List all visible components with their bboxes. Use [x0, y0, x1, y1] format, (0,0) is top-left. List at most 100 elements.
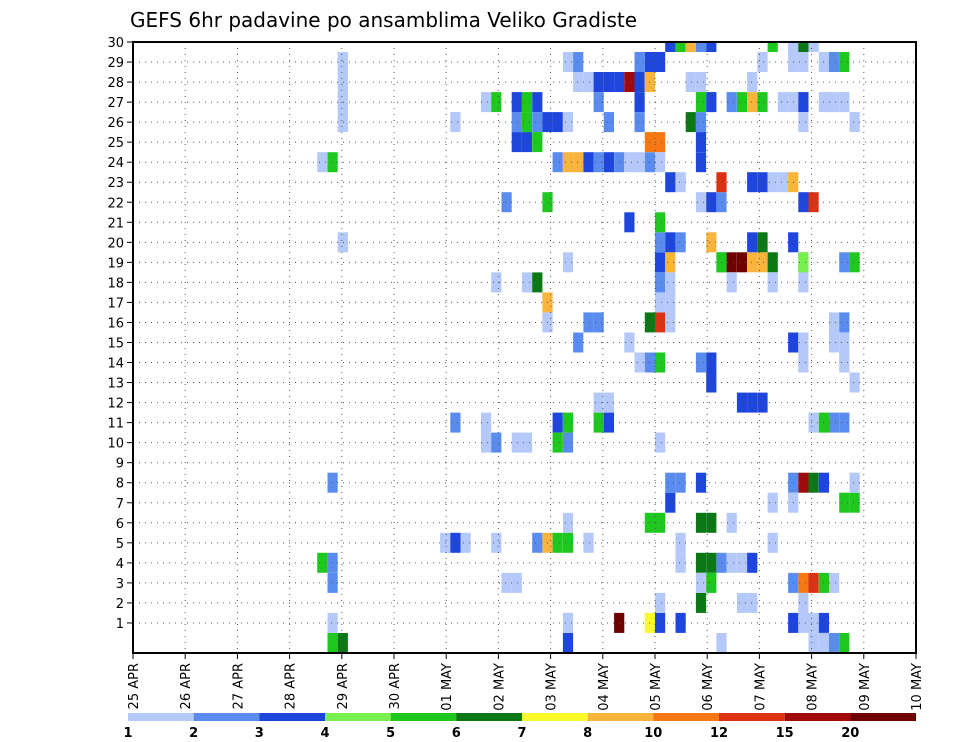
y-tick-label: 17 [107, 296, 124, 311]
precip-cell [337, 52, 348, 72]
x-tick-label: 30 APR [388, 663, 403, 709]
y-axis-ticks: 1234567891011121314151617181920212223242… [107, 36, 133, 632]
precip-cell [736, 92, 748, 113]
precip-cell [767, 532, 778, 553]
precip-cell [747, 232, 758, 253]
precip-cell [767, 42, 778, 52]
precip-cell [808, 42, 819, 52]
precip-cell [634, 52, 645, 72]
precip-cell [317, 152, 328, 173]
precip-cell [532, 92, 543, 113]
x-tick-label: 29 APR [336, 663, 351, 709]
precip-cell [532, 112, 543, 133]
precip-cell [798, 42, 809, 52]
precip-cell [655, 132, 666, 153]
precip-cell [736, 592, 748, 613]
x-tick-label: 25 APR [127, 663, 142, 709]
precip-cell [849, 112, 860, 133]
colorbar-swatch [522, 713, 588, 721]
precip-cell [849, 472, 860, 493]
x-tick-label: 07 MAY [753, 663, 768, 711]
precip-cell [450, 412, 461, 433]
y-tick-label: 9 [116, 457, 124, 472]
precip-cell [655, 272, 666, 293]
precip-cell [521, 432, 533, 453]
precip-cell [337, 72, 348, 92]
precip-cell [798, 592, 809, 613]
x-tick-label: 01 MAY [440, 663, 455, 711]
precip-cell [511, 572, 522, 593]
y-tick-label: 8 [116, 477, 124, 492]
precip-cell [808, 412, 819, 433]
precip-cell [695, 592, 707, 613]
colorbar-swatch [850, 713, 916, 721]
precip-cell [521, 132, 533, 153]
precip-cell [593, 152, 604, 173]
x-tick-label: 02 MAY [492, 663, 507, 711]
precip-cell [777, 92, 788, 113]
precip-cell [583, 532, 594, 553]
chart-title: GEFS 6hr padavine po ansamblima Veliko G… [130, 8, 637, 32]
precip-cell [695, 472, 707, 493]
precip-cell [624, 212, 635, 233]
precip-cell [327, 612, 338, 633]
colorbar-label: 20 [841, 726, 859, 741]
precip-cell [450, 112, 461, 133]
precip-cell [798, 272, 809, 293]
precip-cell [562, 152, 574, 173]
precip-cell [818, 633, 829, 653]
precip-cell [552, 432, 563, 453]
x-tick-label: 26 APR [179, 663, 194, 709]
precip-cell [695, 132, 707, 153]
precip-cell [829, 312, 840, 333]
precip-cell [603, 72, 614, 92]
precip-cell [747, 72, 758, 92]
precip-cell [327, 472, 338, 493]
y-tick-label: 6 [116, 517, 124, 532]
precip-cell [726, 92, 737, 113]
precip-cell [624, 72, 635, 92]
plot-frame [132, 41, 917, 654]
precip-cell [562, 532, 574, 553]
precip-cell [562, 612, 574, 633]
precip-cell [695, 352, 707, 373]
x-tick-label: 09 MAY [858, 663, 873, 711]
precip-cell [767, 252, 778, 273]
colorbar: 1 2 3 4 5 6 7 8 10 12 15 20 [123, 713, 916, 741]
precip-cell [706, 92, 717, 113]
precip-cell [511, 132, 522, 153]
precip-cell [706, 42, 717, 52]
precip-cell [798, 52, 809, 72]
precip-cell [491, 92, 502, 113]
precip-cell [685, 42, 696, 52]
precip-cell [839, 332, 850, 353]
precip-cell [655, 612, 666, 633]
precip-cell [327, 152, 338, 173]
precip-cell [839, 252, 850, 273]
precip-cell [788, 42, 799, 52]
precip-cell [327, 633, 338, 653]
y-tick-label: 27 [107, 96, 124, 111]
precip-cell [695, 512, 707, 533]
precip-cell [747, 172, 758, 193]
precip-cell [573, 72, 584, 92]
precip-cell [603, 392, 614, 413]
precip-cell [337, 92, 348, 113]
colorbar-swatch [193, 713, 260, 721]
precip-cell [839, 412, 850, 433]
y-tick-label: 3 [116, 577, 124, 592]
precip-cell [798, 252, 809, 273]
precip-cell [552, 532, 563, 553]
precip-cell [655, 212, 666, 233]
precip-cell [747, 552, 758, 573]
precip-cell [706, 552, 717, 573]
precip-cell [603, 112, 614, 133]
precip-cell [849, 252, 860, 273]
precip-cell [593, 92, 604, 113]
precip-cell [665, 272, 676, 293]
precip-cell [655, 252, 666, 273]
colorbar-label: 3 [255, 726, 264, 741]
precip-cell [798, 572, 809, 593]
precip-cell [716, 633, 727, 653]
